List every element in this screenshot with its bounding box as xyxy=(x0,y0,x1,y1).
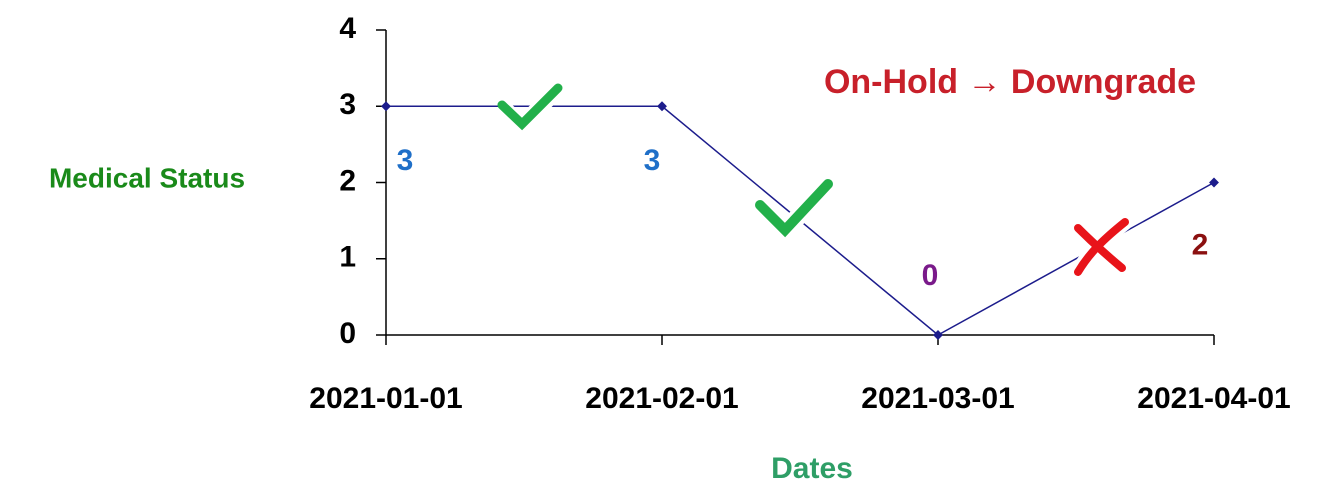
y-tick-label: 4 xyxy=(339,12,356,45)
cross-icon xyxy=(1074,218,1129,276)
data-point xyxy=(381,101,391,112)
data-label: 2 xyxy=(1192,228,1209,261)
x-tick-label: 2021-03-01 xyxy=(861,382,1014,415)
x-axis-label: Dates xyxy=(771,452,853,485)
icons xyxy=(494,82,1130,277)
y-tick-label: 1 xyxy=(339,241,356,274)
data-point xyxy=(933,330,943,340)
data-point xyxy=(1209,177,1219,188)
data-point xyxy=(657,101,667,112)
check-icon xyxy=(755,179,833,238)
data-label: 0 xyxy=(922,259,939,292)
y-tick-label: 2 xyxy=(339,164,356,197)
check-icon xyxy=(497,83,563,131)
data-label: 3 xyxy=(397,144,414,177)
x-tick-label: 2021-04-01 xyxy=(1137,382,1290,415)
y-tick-label: 3 xyxy=(339,88,356,121)
plot: 0 1 2 3 4 2021-01-01 2021-02-01 2021-03-01 2021-… xyxy=(309,12,1290,415)
annotation: On-Hold → Downgrade xyxy=(824,63,1196,101)
y-tick-label: 0 xyxy=(339,317,356,350)
data-label: 3 xyxy=(644,144,661,177)
y-axis-label: Medical Status xyxy=(49,162,245,193)
x-tick-label: 2021-01-01 xyxy=(309,382,462,415)
x-tick-label: 2021-02-01 xyxy=(585,382,738,415)
